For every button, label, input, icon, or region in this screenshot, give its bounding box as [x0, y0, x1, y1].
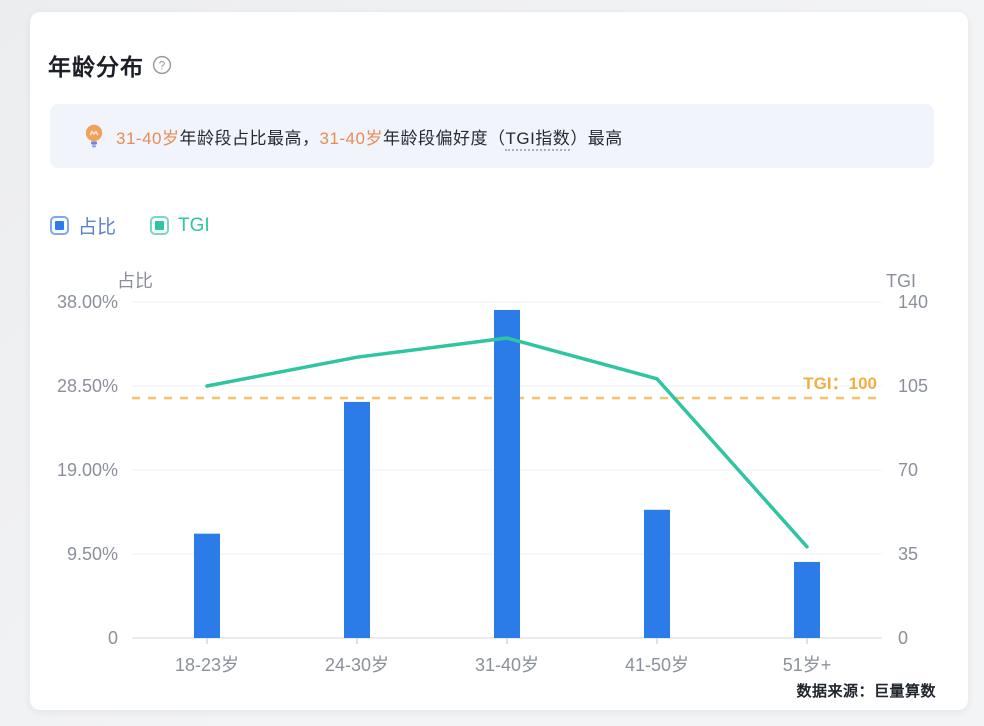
insight-banner: 31-40岁年龄段占比最高，31-40岁年龄段偏好度（TGI指数）最高 [50, 104, 934, 168]
banner-text-segment: 31-40岁 [319, 128, 383, 148]
left-axis-tick: 28.50% [57, 376, 118, 396]
left-axis-title: 占比 [117, 271, 153, 291]
page-title: 年龄分布 [48, 54, 144, 80]
svg-text:?: ? [159, 58, 166, 72]
card-header: 年龄分布 ? [48, 48, 172, 82]
left-axis-tick: 38.00% [57, 292, 118, 312]
bar[interactable] [644, 509, 670, 638]
left-axis-tick: 0 [108, 628, 118, 648]
right-axis-title: TGI [886, 271, 916, 291]
x-axis-label: 31-40岁 [475, 655, 539, 675]
banner-text-segment: ）最高 [570, 128, 623, 148]
right-axis-tick: 35 [898, 544, 918, 564]
line-series-swatch-icon [150, 216, 170, 235]
bar[interactable] [794, 561, 820, 638]
insight-text: 31-40岁年龄段占比最高，31-40岁年龄段偏好度（TGI指数）最高 [116, 124, 623, 151]
legend-item-share[interactable]: 占比 [50, 212, 116, 239]
legend-item-tgi[interactable]: TGI [150, 215, 210, 237]
lightbulb-icon [85, 124, 103, 148]
bar[interactable] [494, 309, 520, 638]
age-distribution-card: 年龄分布 ? 31-40岁年龄段占比最高，31-40岁年龄段偏好度（TGI指数）… [30, 12, 968, 710]
left-axis-tick: 19.00% [57, 460, 118, 480]
age-distribution-chart: 38.00% 140 28.50% 105 19.00% 70 9.50% 35 0 0 占比 TGI… [30, 250, 968, 690]
tgi-100-label: TGI：100 [803, 374, 877, 393]
x-axis-label: 51岁+ [783, 655, 832, 675]
left-axis-tick: 9.50% [67, 544, 118, 564]
chart-canvas: 38.00% 140 28.50% 105 19.00% 70 9.50% 35 0 0 占比 TGI… [57, 271, 928, 675]
right-axis-tick: 70 [898, 460, 918, 480]
x-axis-label: 24-30岁 [325, 655, 389, 675]
banner-text-segment: 年龄段占比最高， [179, 128, 320, 148]
banner-text-segment: 年龄段偏好度（ [382, 128, 506, 148]
banner-text-segment[interactable]: TGI指数 [505, 128, 571, 151]
data-source-label: 数据来源：巨量算数 [796, 683, 936, 700]
help-icon[interactable]: ? [152, 55, 172, 75]
tgi-line [205, 336, 809, 549]
banner-text-segment: 31-40岁 [116, 128, 180, 148]
right-axis-tick: 140 [898, 292, 928, 312]
chart-legend: 占比 TGI [50, 212, 210, 239]
bar-series-swatch-icon [50, 216, 69, 235]
legend-label-tgi: TGI [178, 214, 210, 236]
bar[interactable] [344, 401, 370, 638]
right-axis-tick: 105 [898, 376, 928, 396]
x-axis-label: 41-50岁 [625, 655, 689, 675]
legend-label-share: 占比 [78, 217, 117, 238]
right-axis-tick: 0 [898, 628, 908, 648]
x-axis-label: 18-23岁 [175, 655, 239, 675]
bar[interactable] [194, 533, 220, 638]
